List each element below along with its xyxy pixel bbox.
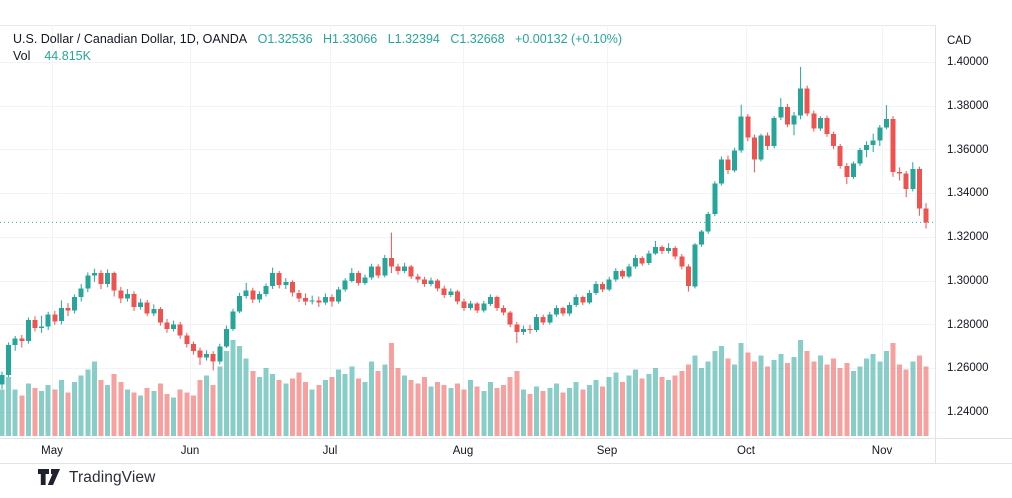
price-tick-label: 1.26000: [947, 362, 989, 375]
volume-value: 44.815K: [44, 49, 91, 63]
price-tick-label: 1.32000: [947, 231, 989, 243]
price-chart[interactable]: [0, 25, 935, 438]
ohlc-open: O1.32536: [257, 32, 313, 46]
ohlc-low: L1.32394: [387, 32, 440, 46]
price-tick-label: 1.38000: [947, 99, 989, 112]
chart-canvas[interactable]: [0, 25, 935, 438]
legend-line-2: Vol 44.815K: [13, 48, 622, 65]
pane-top-border: [0, 25, 1012, 26]
month-label: May: [41, 445, 63, 457]
month-label: Aug: [452, 445, 474, 457]
price-axis-unit: CAD: [947, 35, 972, 47]
price-tick-label: 1.28000: [947, 318, 989, 331]
month-label: Nov: [871, 445, 893, 457]
month-label: Jun: [180, 445, 200, 457]
volume-label: Vol: [13, 49, 31, 63]
price-change: +0.00132 (+0.10%): [515, 32, 623, 46]
axis-corner-border: [935, 439, 936, 463]
tradingview-icon: [38, 469, 60, 485]
price-tick-label: 1.34000: [947, 187, 989, 200]
tradingview-logo[interactable]: TradingView: [37, 468, 155, 487]
price-axis[interactable]: CAD 1.40000 1.38000 1.36000 1.34000 1.32000 1…: [935, 25, 1012, 438]
month-label: Sep: [596, 445, 618, 457]
price-tick-label: 1.24000: [947, 406, 989, 418]
price-tick-label: 1.40000: [947, 56, 989, 68]
tradingview-brand-text: TradingView: [69, 468, 156, 486]
price-tick-label: 1.30000: [947, 274, 989, 287]
time-axis[interactable]: May Jun Jul Aug Sep Oct Nov: [0, 438, 1012, 464]
symbol-legend: U.S. Dollar / Canadian Dollar, 1D, OANDA…: [13, 31, 622, 65]
symbol-title: U.S. Dollar / Canadian Dollar, 1D, OANDA: [13, 32, 248, 46]
price-tick-label: 1.36000: [947, 143, 989, 156]
month-label: Oct: [737, 445, 755, 457]
month-label: Jul: [322, 445, 338, 457]
legend-line-1: U.S. Dollar / Canadian Dollar, 1D, OANDA…: [13, 31, 622, 48]
ohlc-close: C1.32668: [450, 32, 505, 46]
ohlc-high: H1.33066: [323, 32, 378, 46]
